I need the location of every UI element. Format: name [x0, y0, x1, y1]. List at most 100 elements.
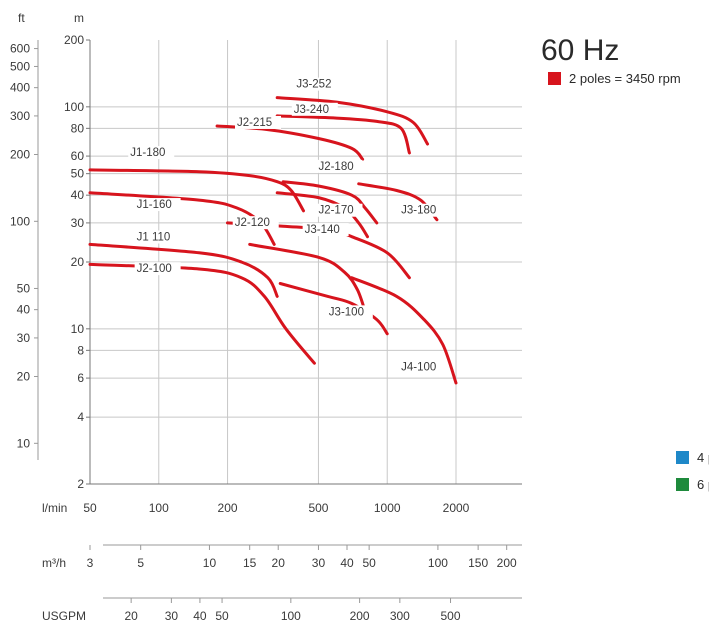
legend-swatch	[676, 451, 689, 464]
curve-j3-240	[275, 114, 411, 155]
m-tick-label: 200	[64, 33, 84, 47]
curve-j2-100	[88, 262, 316, 365]
curve-label-j1-160: J1-160	[137, 199, 172, 211]
lmin-tick-label: 1000	[374, 501, 401, 515]
curve-label-j2-120: J2-120	[235, 217, 270, 229]
lmin-tick-label: 2000	[443, 501, 470, 515]
m3h-tick-label: 15	[243, 556, 257, 570]
curve-label-j1-180: J1-180	[130, 147, 165, 159]
usgpm-tick-label: 20	[124, 609, 138, 623]
m3h-tick-label: 5	[137, 556, 144, 570]
curve-label-bg	[399, 360, 446, 374]
m-tick-label: 6	[77, 371, 84, 385]
legend-swatch	[548, 72, 561, 85]
curve-j3-252	[275, 96, 429, 146]
m-tick-label: 20	[71, 255, 85, 269]
curve-label-bg	[128, 146, 175, 160]
curve-label-bg	[235, 115, 282, 129]
curve-label-j3-140: J3-140	[305, 224, 340, 236]
curve-label-j3-100: J3-100	[329, 306, 364, 318]
curve-label-bg	[302, 223, 349, 237]
m3h-tick-label: 20	[272, 556, 286, 570]
curve-label-j2-100: J2-100	[137, 263, 172, 275]
curve-j1-110	[88, 242, 279, 298]
ft-tick-label: 40	[17, 303, 31, 317]
usgpm-tick-label: 30	[165, 609, 179, 623]
m-tick-label: 10	[71, 322, 85, 336]
usgpm-tick-label: 300	[390, 609, 410, 623]
curve-label-j3-252: J3-252	[296, 79, 331, 91]
usgpm-axis-title: USGPM	[42, 609, 86, 623]
curve-j1-180	[88, 168, 305, 213]
m-axis-title: m	[74, 11, 84, 25]
usgpm-tick-label: 40	[193, 609, 207, 623]
legend-label: 2 poles = 3450 rpm	[569, 71, 681, 86]
ft-axis-title: ft	[18, 11, 25, 25]
curve-label-j2-170: J2-170	[318, 205, 353, 217]
m3h-tick-label: 40	[340, 556, 354, 570]
curve-label-j4-100: J4-100	[401, 361, 436, 373]
m-tick-label: 50	[71, 167, 85, 181]
usgpm-tick-label: 50	[215, 609, 229, 623]
m3h-tick-label: 30	[312, 556, 326, 570]
usgpm-tick-label: 200	[350, 609, 370, 623]
curve-label-bg	[316, 203, 363, 217]
lmin-axis-title: l/min	[42, 501, 67, 515]
usgpm-tick-label: 500	[441, 609, 461, 623]
m3h-tick-label: 100	[428, 556, 448, 570]
lmin-tick-label: 100	[149, 501, 169, 515]
axes: ft 600 500 400 300 200 100 50 40 30 20 10 m 200 100 80 6…	[10, 11, 522, 623]
m3h-tick-label: 50	[362, 556, 376, 570]
curve-j4-100	[350, 276, 458, 385]
m3h-tick-label: 10	[203, 556, 217, 570]
legend-label: 6 p	[697, 477, 709, 492]
m3h-tick-label: 200	[497, 556, 517, 570]
ft-tick-label: 300	[10, 109, 30, 123]
ft-tick-label: 100	[10, 214, 30, 228]
curve-label-bg	[134, 230, 181, 244]
curve-label-j3-180: J3-180	[401, 205, 436, 217]
ft-tick-label: 50	[17, 281, 31, 295]
m-tick-label: 100	[64, 100, 84, 114]
curve-label-bg	[291, 102, 338, 116]
curve-label-bg	[232, 216, 279, 230]
curve-label-bg	[316, 159, 363, 173]
m3h-tick-label: 150	[468, 556, 488, 570]
m-tick-label: 80	[71, 121, 85, 135]
legend-swatch	[676, 478, 689, 491]
ft-tick-label: 200	[10, 147, 30, 161]
usgpm-tick-label: 100	[281, 609, 301, 623]
pump-curve-labels: J3-252 J3-240 J2-215 J1-180 J2-180 J3-180 J2-1…	[128, 77, 446, 374]
ft-tick-label: 600	[10, 42, 30, 56]
m-tick-label: 30	[71, 216, 85, 230]
legend-label: 4 p	[697, 450, 709, 465]
ft-tick-label: 400	[10, 81, 30, 95]
curve-label-j2-215: J2-215	[237, 117, 272, 129]
curve-label-j1-110: J1 110	[137, 231, 171, 243]
m3h-axis-title: m³/h	[42, 556, 66, 570]
curve-j3-100	[278, 282, 389, 336]
ft-tick-label: 500	[10, 59, 30, 73]
ft-tick-label: 20	[17, 369, 31, 383]
curve-label-bg	[326, 305, 373, 319]
m-tick-label: 40	[71, 188, 85, 202]
ft-tick-label: 30	[17, 331, 31, 345]
legend: 2 poles = 3450 rpm 4 p 6 p	[548, 71, 709, 492]
curve-label-j3-240: J3-240	[294, 104, 329, 116]
curve-j2-215	[215, 124, 365, 161]
lmin-tick-label: 500	[308, 501, 328, 515]
chart-header: 60 Hz	[541, 34, 619, 67]
curve-label-bg	[399, 203, 446, 217]
frequency-title: 60 Hz	[541, 34, 619, 67]
curve-j3-140	[248, 242, 367, 313]
m-tick-label: 60	[71, 149, 85, 163]
m-tick-label: 4	[77, 410, 84, 424]
ft-tick-label: 10	[17, 436, 31, 450]
curve-j2-180	[281, 180, 379, 225]
lmin-tick-label: 200	[218, 501, 238, 515]
curve-label-bg	[294, 77, 341, 91]
curve-label-bg	[134, 198, 181, 212]
m3h-tick-label: 3	[87, 556, 94, 570]
m-tick-label: 2	[77, 477, 84, 491]
